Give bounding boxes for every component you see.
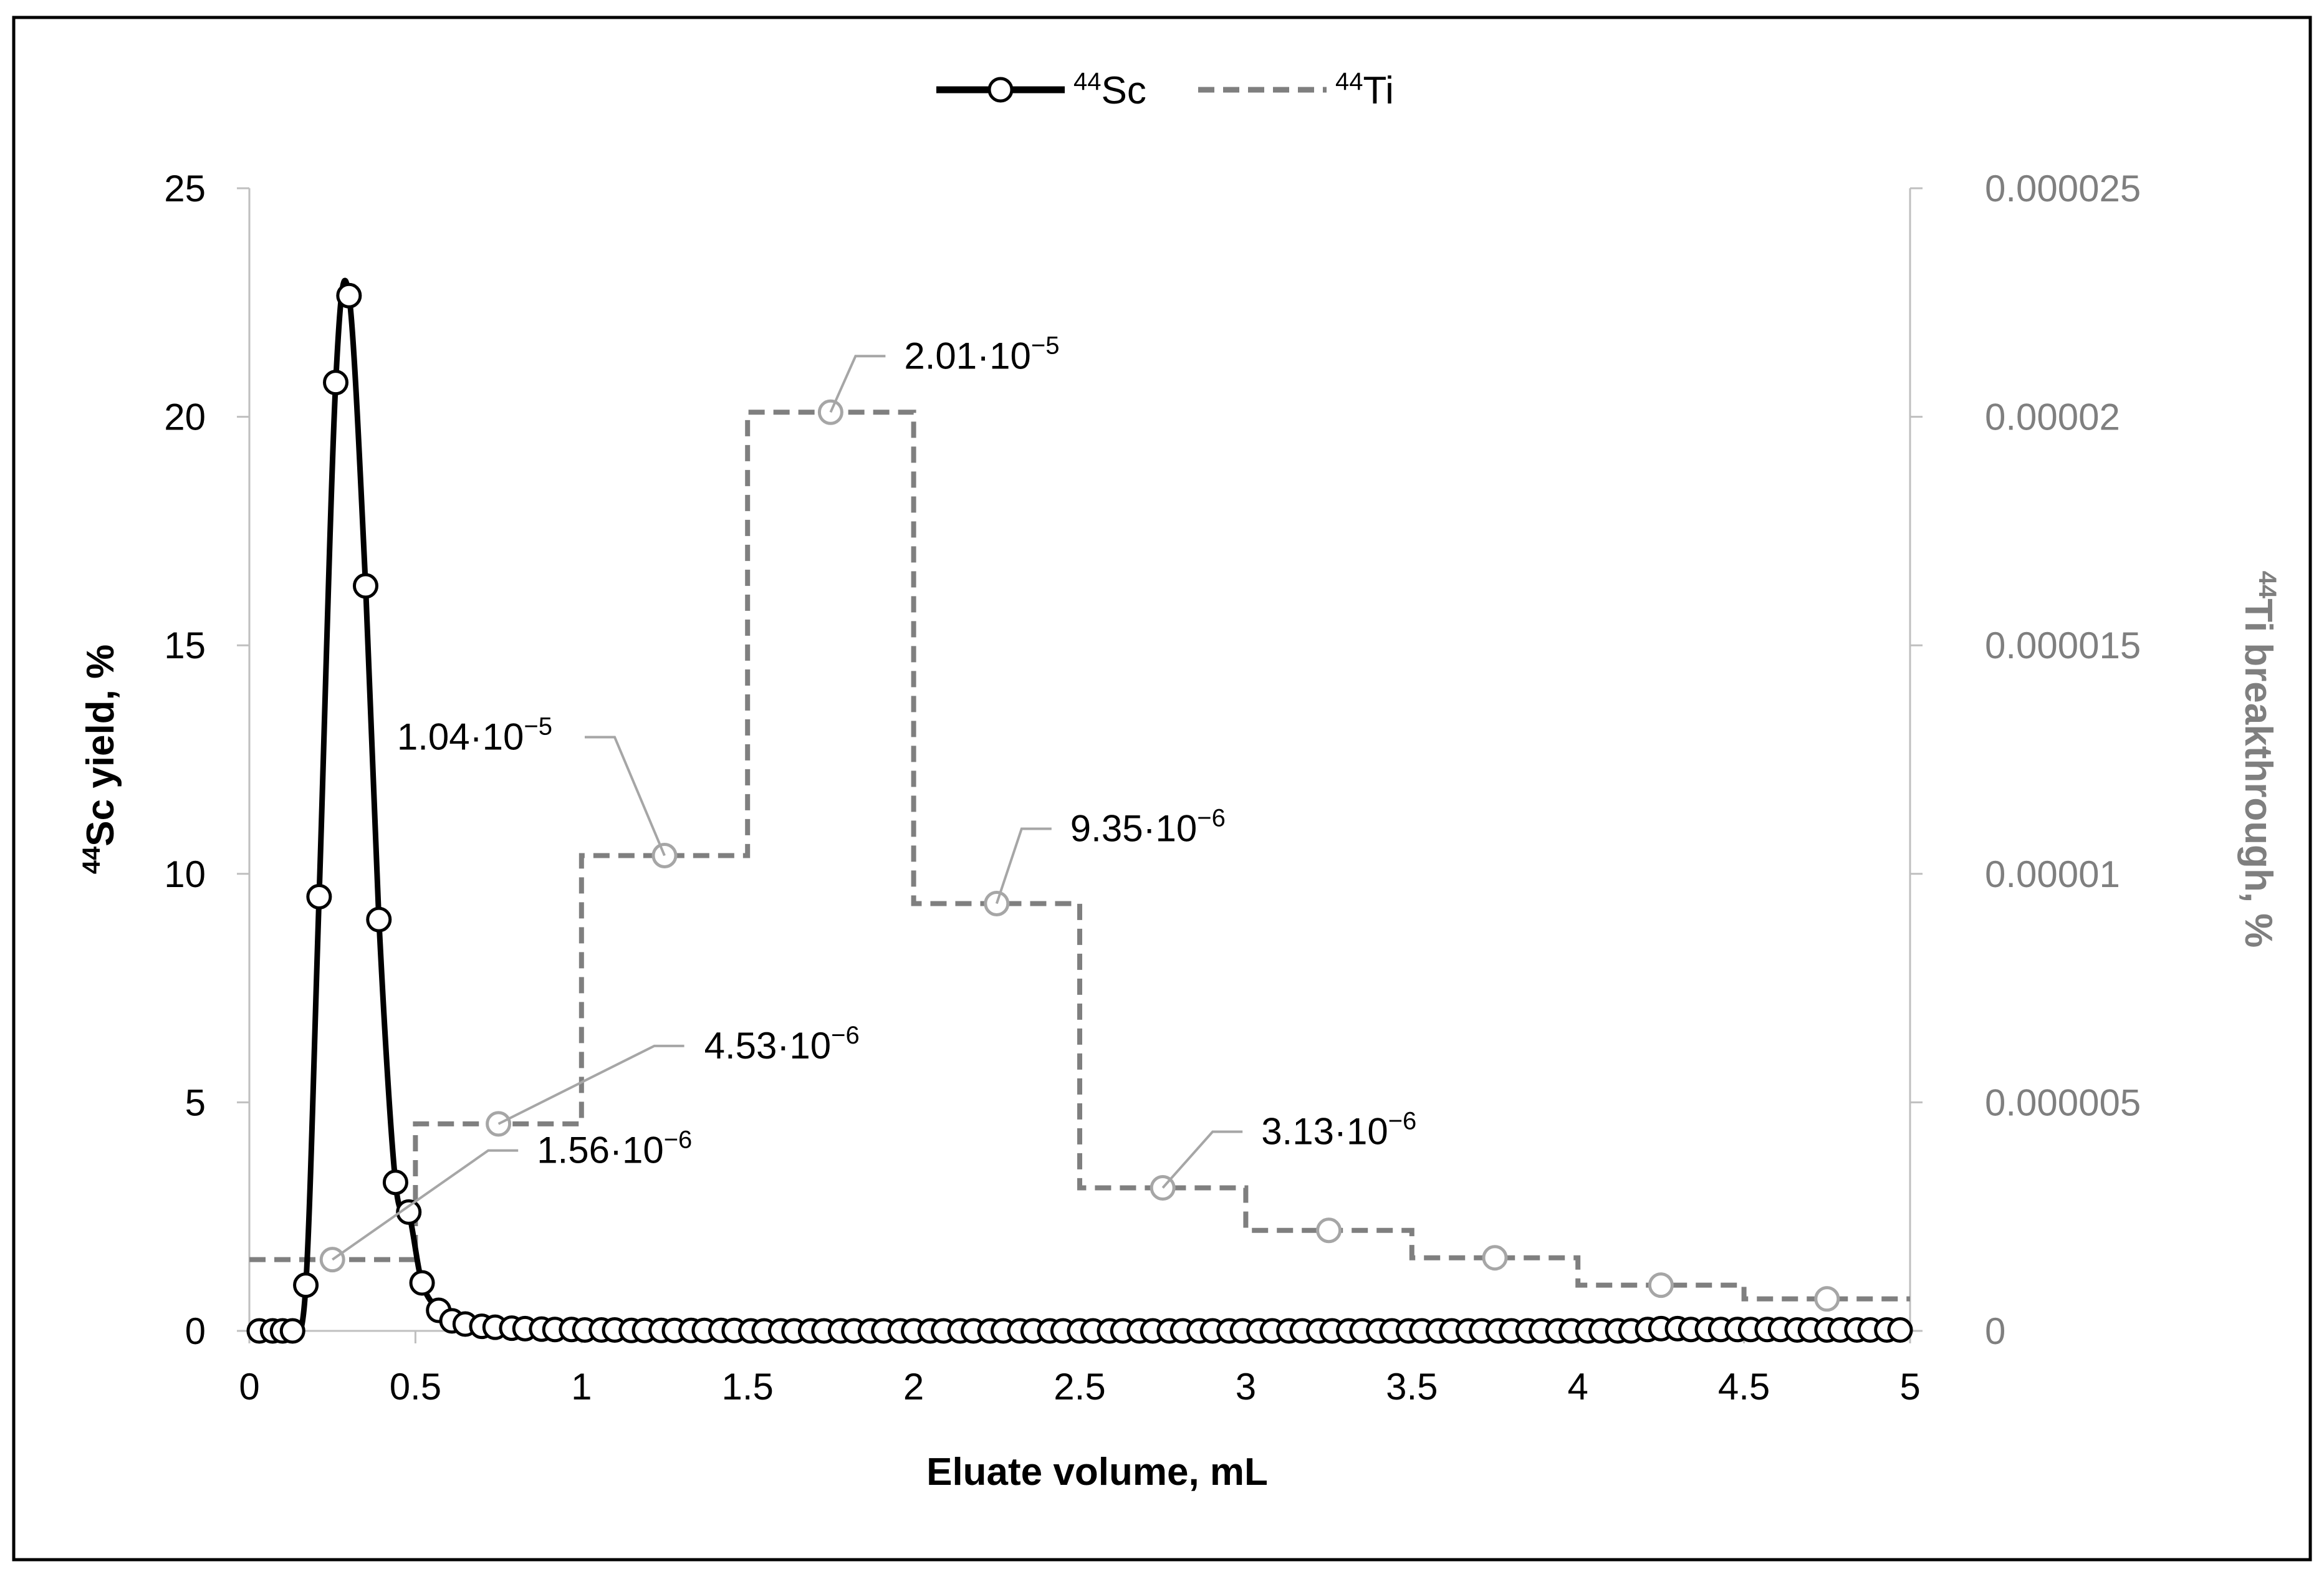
annotation-label: 1.04·10−5 bbox=[397, 713, 552, 757]
legend-sc-label: 44Sc bbox=[1073, 68, 1146, 112]
x-tick-label: 3 bbox=[1236, 1366, 1256, 1408]
annotation-exponent: −6 bbox=[1388, 1108, 1417, 1135]
sc-data-point bbox=[352, 573, 378, 599]
y-right-tick-label: 0.00001 bbox=[1985, 853, 2120, 895]
series-sc bbox=[246, 277, 1913, 1344]
chart-border bbox=[12, 16, 2312, 1562]
annotation-leader-line bbox=[1161, 1130, 1243, 1189]
x-tick-label: 4 bbox=[1568, 1366, 1588, 1408]
y-left-axis-title-text: Sc yield, % bbox=[79, 645, 122, 847]
annotation-mantissa: 1.04·10 bbox=[397, 716, 524, 757]
x-tick-label: 1 bbox=[571, 1366, 592, 1408]
annotation-label: 4.53·10−6 bbox=[704, 1022, 860, 1067]
legend-ti-label: 44Ti bbox=[1335, 68, 1394, 112]
x-tick-label: 4.5 bbox=[1718, 1366, 1770, 1408]
sc-data-point bbox=[396, 1199, 422, 1225]
annotation-label: 1.56·10−6 bbox=[537, 1126, 692, 1171]
legend-sc-swatch-marker bbox=[987, 77, 1014, 103]
y-left-tick-label: 5 bbox=[185, 1082, 206, 1123]
legend: 44Sc 44Ti bbox=[936, 68, 1394, 112]
y-left-tick-label: 10 bbox=[164, 853, 206, 895]
annotation-leader-line bbox=[585, 736, 666, 857]
x-ticks: 0 0.5 1 1.5 2 2.5 3 3.5 4 4.5 5 bbox=[239, 1331, 1921, 1408]
legend-item-ti: 44Ti bbox=[1198, 68, 1394, 112]
ti-data-point bbox=[1316, 1217, 1342, 1244]
annotation-leader-line bbox=[829, 355, 886, 413]
annotation-mantissa: 1.56·10 bbox=[537, 1130, 663, 1171]
sc-data-point bbox=[1887, 1317, 1913, 1343]
annotation-leader-line bbox=[332, 1149, 519, 1261]
y-right-tick-label: 0 bbox=[1985, 1310, 2005, 1352]
y-right-tick-label: 0.000005 bbox=[1985, 1082, 2141, 1123]
y-left-tick-label: 20 bbox=[164, 396, 206, 438]
annotation-label: 9.35·10−6 bbox=[1070, 804, 1226, 849]
annotation-label: 2.01·10−5 bbox=[904, 332, 1059, 377]
legend-sc-text: Sc bbox=[1102, 69, 1146, 112]
sc-data-point bbox=[306, 883, 332, 909]
y-left-tick-label: 15 bbox=[164, 625, 206, 666]
y-left-tick-label: 0 bbox=[185, 1310, 206, 1352]
x-tick-label: 0.5 bbox=[390, 1366, 441, 1408]
annotation-exponent: −6 bbox=[831, 1022, 860, 1049]
sc-data-point bbox=[409, 1270, 435, 1296]
sc-data-point bbox=[323, 370, 349, 396]
annotation-mantissa: 3.13·10 bbox=[1261, 1111, 1388, 1153]
y-right-axis-title-sup: 44 bbox=[2254, 571, 2281, 599]
y-right-tick-label: 0.000025 bbox=[1985, 168, 2141, 209]
ti-data-point bbox=[1648, 1272, 1674, 1298]
sc-data-point bbox=[293, 1272, 319, 1298]
legend-ti-sup: 44 bbox=[1335, 68, 1363, 95]
y-right-axis-title: 44Ti breakthrough, % bbox=[2237, 571, 2281, 948]
annotation-leader-line bbox=[497, 1044, 684, 1125]
y-left-ticks: 0 5 10 15 20 25 bbox=[164, 168, 249, 1352]
annotation-exponent: −6 bbox=[664, 1126, 693, 1154]
annotation-exponent: −6 bbox=[1197, 804, 1226, 832]
annotation-exponent: −5 bbox=[1031, 332, 1060, 359]
y-left-axis-title: 44Sc yield, % bbox=[78, 645, 122, 874]
y-right-tick-label: 0.000015 bbox=[1985, 625, 2141, 666]
ti-data-point bbox=[1814, 1286, 1840, 1312]
y-left-axis-title-sup: 44 bbox=[78, 846, 105, 874]
x-tick-label: 0 bbox=[239, 1366, 259, 1408]
sc-data-point bbox=[382, 1169, 408, 1196]
annotation-label: 3.13·10−6 bbox=[1261, 1108, 1416, 1153]
annotation-exponent: −5 bbox=[524, 713, 552, 740]
annotation-leader-line bbox=[995, 827, 1052, 905]
y-right-tick-label: 0.00002 bbox=[1985, 396, 2120, 438]
x-tick-label: 2.5 bbox=[1054, 1366, 1105, 1408]
y-right-ticks: 0 0.000005 0.00001 0.000015 0.00002 0.000025 bbox=[1910, 168, 2141, 1352]
x-tick-label: 3.5 bbox=[1386, 1366, 1438, 1408]
ti-step-line bbox=[249, 410, 1910, 1302]
sc-data-point bbox=[336, 282, 362, 309]
sc-data-point bbox=[279, 1318, 305, 1344]
x-tick-label: 2 bbox=[903, 1366, 924, 1408]
annotation-mantissa: 9.35·10 bbox=[1070, 807, 1198, 849]
annotation-mantissa: 4.53·10 bbox=[704, 1025, 832, 1067]
sc-data-point bbox=[366, 906, 392, 933]
legend-item-sc: 44Sc bbox=[936, 68, 1146, 112]
x-axis-title: Eluate volume, mL bbox=[926, 1451, 1268, 1494]
annotations: 1.56·10−64.53·10−61.04·10−52.01·10−59.35… bbox=[332, 332, 1416, 1261]
x-tick-label: 1.5 bbox=[721, 1366, 773, 1408]
y-right-axis-title-text: Ti breakthrough, % bbox=[2237, 598, 2280, 948]
ti-data-point bbox=[1482, 1245, 1508, 1271]
annotation-mantissa: 2.01·10 bbox=[904, 335, 1031, 377]
y-left-tick-label: 25 bbox=[164, 168, 206, 209]
legend-ti-text: Ti bbox=[1363, 69, 1394, 112]
legend-sc-sup: 44 bbox=[1073, 68, 1102, 95]
x-tick-label: 5 bbox=[1899, 1366, 1920, 1408]
